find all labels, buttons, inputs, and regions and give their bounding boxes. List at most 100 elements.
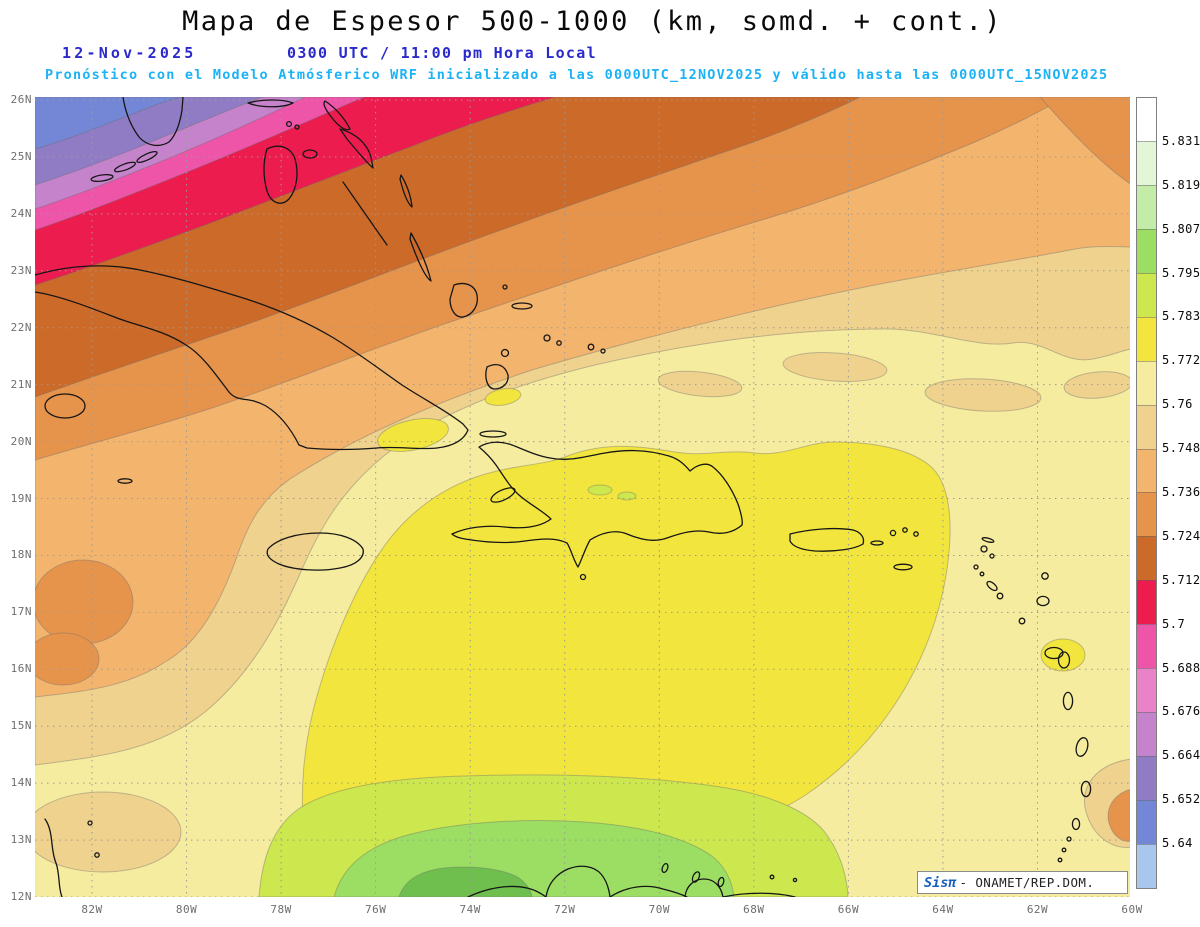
colorbar-segment	[1137, 580, 1156, 625]
colorbar-label: 5.795	[1162, 265, 1200, 280]
lon-label: 70W	[648, 903, 670, 916]
band-tan-finger	[657, 370, 743, 398]
lat-label: 21N	[10, 377, 32, 391]
coastline-gonave	[490, 487, 516, 503]
colorbar-segment	[1137, 756, 1156, 800]
coastline-beata	[579, 573, 587, 581]
colorbar-segment	[1137, 843, 1156, 888]
colorbar-segment	[1137, 448, 1156, 493]
lon-label: 62W	[1026, 903, 1049, 916]
colorbar	[1136, 97, 1157, 889]
colorbar-label: 5.819	[1162, 177, 1200, 192]
band-tan-finger	[782, 352, 888, 382]
band-orange-patch	[35, 559, 134, 645]
lat-label: 17N	[10, 605, 32, 619]
coastline-cayman	[117, 478, 133, 484]
thickness-bands	[35, 97, 1130, 897]
colorbar-segment	[1137, 668, 1156, 713]
colorbar-segment	[1137, 140, 1156, 185]
lat-label: 16N	[10, 662, 32, 676]
colorbar-label: 5.783	[1162, 309, 1200, 324]
colorbar-segment	[1137, 800, 1156, 844]
latlon-grid	[35, 99, 1130, 897]
coastline-south-america	[467, 862, 798, 897]
lat-label: 14N	[10, 776, 32, 790]
coastline-tortuga	[479, 430, 507, 438]
band-tan-finger	[924, 378, 1042, 412]
coastlines	[35, 97, 1092, 897]
colorbar-segment	[1137, 492, 1156, 537]
colorbar-label: 5.772	[1162, 353, 1200, 368]
lon-label: 60W	[1121, 903, 1143, 916]
colorbar-label: 5.748	[1162, 441, 1200, 456]
colorbar-segment	[1137, 98, 1156, 141]
lat-label: 18N	[10, 548, 32, 562]
coastline-nicaragua	[44, 818, 100, 897]
band-orange-patch	[35, 632, 100, 686]
colorbar-label: 5.676	[1162, 704, 1200, 719]
lon-label: 82W	[81, 903, 103, 916]
colorbar-segment	[1137, 228, 1156, 273]
coastline-bahamas	[247, 99, 606, 390]
coastline-puerto-rico	[789, 527, 865, 552]
credit-text: - ONAMET/REP.DOM.	[959, 875, 1095, 890]
lon-label: 76W	[364, 903, 387, 916]
band-yellow-patch	[484, 388, 522, 406]
colorbar-label: 5.7	[1162, 616, 1186, 631]
colorbar-label: 5.64	[1162, 836, 1193, 851]
colorbar-segment	[1137, 712, 1156, 757]
valid-date: 12-Nov-2025	[62, 44, 197, 62]
lon-label: 74W	[459, 903, 481, 916]
band-yellow-patch	[377, 418, 449, 452]
lat-label: 12N	[10, 890, 32, 904]
band-blue	[35, 97, 184, 150]
lat-label: 15N	[10, 719, 32, 733]
map-canvas	[35, 97, 1130, 897]
colorbar-segment	[1137, 316, 1156, 361]
lon-label: 68W	[743, 903, 765, 916]
lat-label: 20N	[10, 434, 32, 448]
colorbar-label: 5.831	[1162, 133, 1200, 148]
coastline-cuba	[35, 265, 469, 451]
colorbar-label: 5.652	[1162, 792, 1200, 807]
coastline-virgin-islands	[870, 527, 919, 571]
lat-label: 24N	[10, 206, 32, 220]
colorbar-labels: 5.831 5.819 5.807 5.795 5.783 5.772 5.76 5.748 5…	[1162, 97, 1200, 889]
colorbar-segment	[1137, 360, 1156, 405]
lon-label: 64W	[932, 903, 954, 916]
lat-label: 22N	[10, 320, 32, 334]
colorbar-label: 5.736	[1162, 485, 1200, 499]
lon-label: 80W	[175, 903, 198, 916]
valid-time: 0300 UTC / 11:00 pm Hora Local	[287, 44, 597, 62]
colorbar-label: 5.688	[1162, 660, 1200, 675]
band-yellowgreen-spot	[587, 484, 613, 496]
colorbar-segment	[1137, 624, 1156, 669]
lon-label: 78W	[270, 903, 292, 916]
lat-label: 13N	[10, 833, 32, 847]
colorbar-segment	[1137, 272, 1156, 317]
colorbar-label: 5.807	[1162, 221, 1200, 236]
lon-label: 66W	[837, 903, 860, 916]
band-yellowgreen-spot	[617, 491, 637, 501]
map-title: Mapa de Espesor 500-1000 (km, somd. + co…	[182, 6, 1003, 37]
forecast-note: Pronóstico con el Modelo Atmósferico WRF…	[45, 67, 1109, 83]
colorbar-label: 5.76	[1162, 397, 1193, 412]
lat-label: 19N	[10, 491, 32, 505]
coastline-isla-juventud	[44, 393, 86, 419]
lat-label: 23N	[10, 263, 32, 277]
sispi-logo: Sisπ	[924, 874, 957, 891]
colorbar-segment	[1137, 536, 1156, 581]
credit-box: Sisπ - ONAMET/REP.DOM.	[917, 871, 1128, 894]
lat-label: 26N	[10, 93, 32, 106]
band-orange-corner	[1039, 97, 1130, 185]
coastline-hispaniola	[451, 441, 743, 568]
colorbar-segment	[1137, 404, 1156, 449]
lon-label: 72W	[554, 903, 576, 916]
colorbar-segment	[1137, 184, 1156, 229]
colorbar-label: 5.712	[1162, 572, 1200, 587]
coastline-florida-keys	[90, 150, 158, 182]
coastline-jamaica	[266, 532, 364, 571]
coastline-florida	[122, 97, 184, 147]
colorbar-label: 5.724	[1162, 528, 1200, 543]
